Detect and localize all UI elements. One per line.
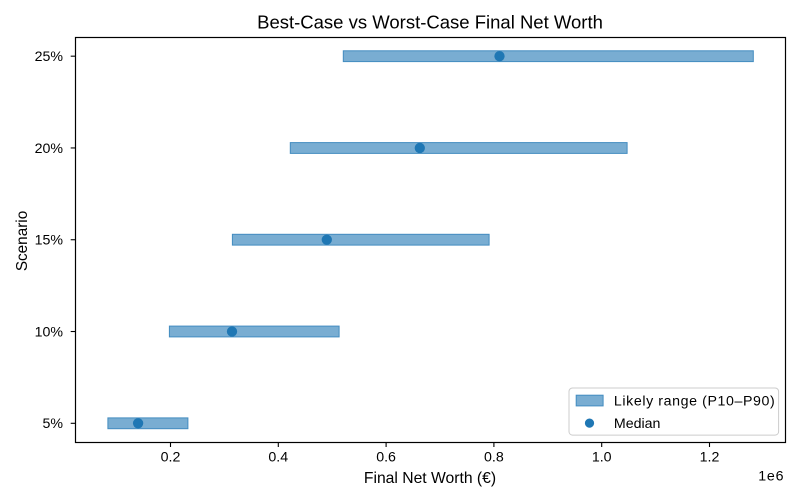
svg-text:1.0: 1.0 xyxy=(592,450,612,466)
svg-text:Scenario: Scenario xyxy=(14,211,31,271)
svg-text:20%: 20% xyxy=(35,141,64,157)
svg-text:0.2: 0.2 xyxy=(161,450,181,466)
svg-text:15%: 15% xyxy=(35,233,64,249)
svg-text:0.4: 0.4 xyxy=(268,450,288,466)
svg-text:5%: 5% xyxy=(42,416,63,432)
svg-text:0.6: 0.6 xyxy=(376,450,396,466)
svg-text:1e6: 1e6 xyxy=(758,469,784,485)
svg-text:25%: 25% xyxy=(35,49,64,65)
svg-text:0.8: 0.8 xyxy=(484,450,504,466)
svg-text:Likely range (P10–P90): Likely range (P10–P90) xyxy=(614,393,775,409)
svg-text:Best-Case vs Worst-Case Final: Best-Case vs Worst-Case Final Net Worth xyxy=(257,12,603,33)
svg-text:1.2: 1.2 xyxy=(700,450,720,466)
svg-text:10%: 10% xyxy=(35,324,64,340)
svg-text:Final Net Worth (€): Final Net Worth (€) xyxy=(364,470,496,487)
svg-text:Median: Median xyxy=(614,416,661,432)
